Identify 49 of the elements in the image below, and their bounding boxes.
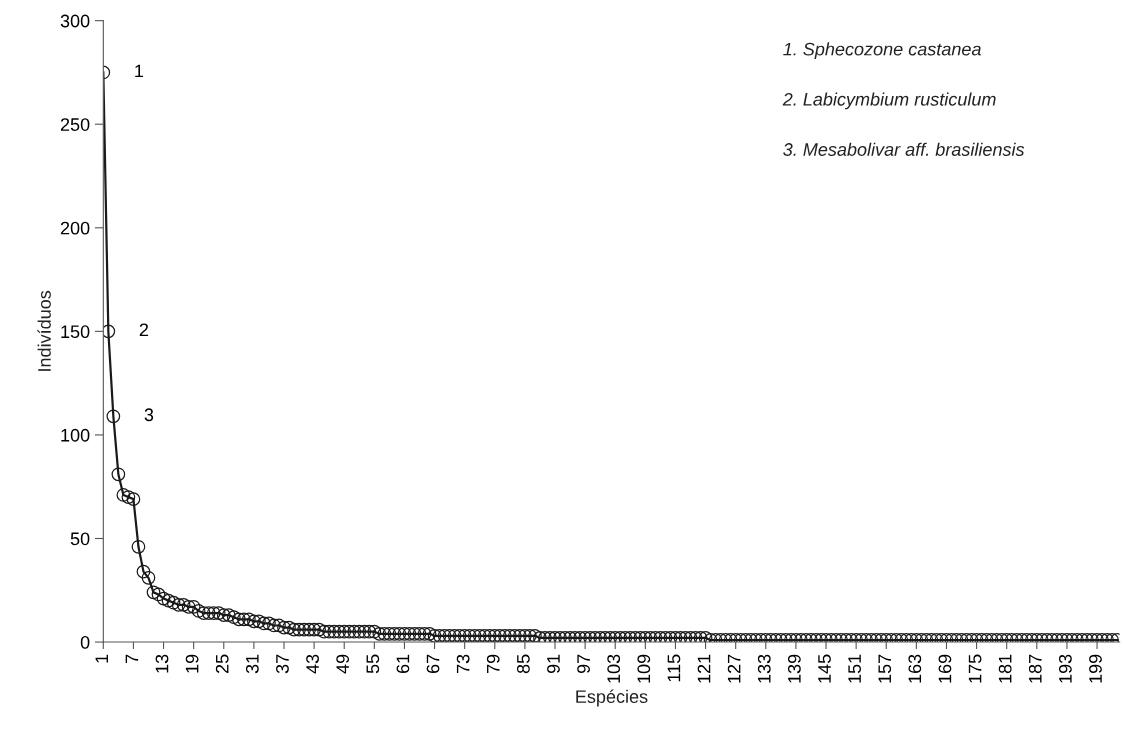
x-tick-label: 19 (185, 654, 199, 673)
x-tick-label: 97 (577, 654, 590, 674)
x-axis-title: Espécies (576, 689, 648, 707)
annotation: 2. Labicymbium rusticulum (782, 92, 996, 110)
x-tick-label: 43 (306, 654, 319, 674)
y-axis-title: Indivíduos (37, 290, 51, 371)
x-tick-label: 187 (1028, 654, 1042, 683)
x-tick-label: 73 (456, 654, 470, 674)
annotation: 2 (139, 323, 149, 337)
x-tick-label: 193 (1058, 654, 1072, 683)
annotation: 3. Mesabolivar aff. brasiliensis (783, 142, 1025, 156)
x-tick-label: 181 (998, 654, 1012, 683)
y-tick-label: 300 (60, 14, 90, 28)
x-tick-label: 157 (878, 654, 892, 683)
x-tick-label: 163 (908, 654, 922, 683)
y-tick-label: 50 (70, 532, 90, 546)
x-tick-label: 121 (697, 654, 711, 683)
x-tick-label: 109 (637, 654, 651, 683)
x-tick-label: 67 (426, 654, 440, 674)
x-tick-label: 199 (1089, 654, 1102, 683)
x-tick-label: 61 (396, 654, 410, 674)
annotation: 1. Sphecozone castanea (783, 42, 981, 60)
y-tick-label: 0 (80, 635, 90, 649)
x-tick-label: 91 (547, 654, 560, 674)
x-tick-label: 133 (757, 654, 771, 683)
y-tick-label: 200 (60, 221, 90, 235)
x-tick-label: 139 (787, 654, 801, 683)
x-tick-label: 85 (516, 654, 530, 674)
x-tick-label: 37 (276, 654, 289, 674)
x-tick-label: 1 (95, 654, 108, 663)
x-tick-label: 145 (818, 654, 831, 683)
x-tick-label: 55 (366, 654, 380, 674)
annotation: 3 (144, 408, 154, 422)
annotation: 1 (135, 64, 144, 78)
y-tick-label: 100 (61, 428, 90, 442)
x-tick-label: 127 (727, 654, 741, 683)
x-tick-label: 169 (938, 654, 952, 683)
x-tick-label: 49 (336, 654, 350, 674)
y-tick-label: 150 (61, 325, 90, 339)
x-tick-label: 79 (486, 654, 500, 674)
x-tick-label: 115 (667, 654, 681, 682)
x-tick-label: 7 (125, 654, 139, 663)
x-tick-label: 31 (245, 654, 259, 674)
x-tick-label: 175 (968, 654, 982, 683)
x-tick-label: 151 (848, 654, 861, 683)
x-tick-label: 103 (607, 654, 621, 683)
y-tick-label: 250 (60, 118, 90, 131)
x-tick-label: 13 (155, 654, 169, 673)
x-tick-label: 25 (215, 654, 229, 674)
